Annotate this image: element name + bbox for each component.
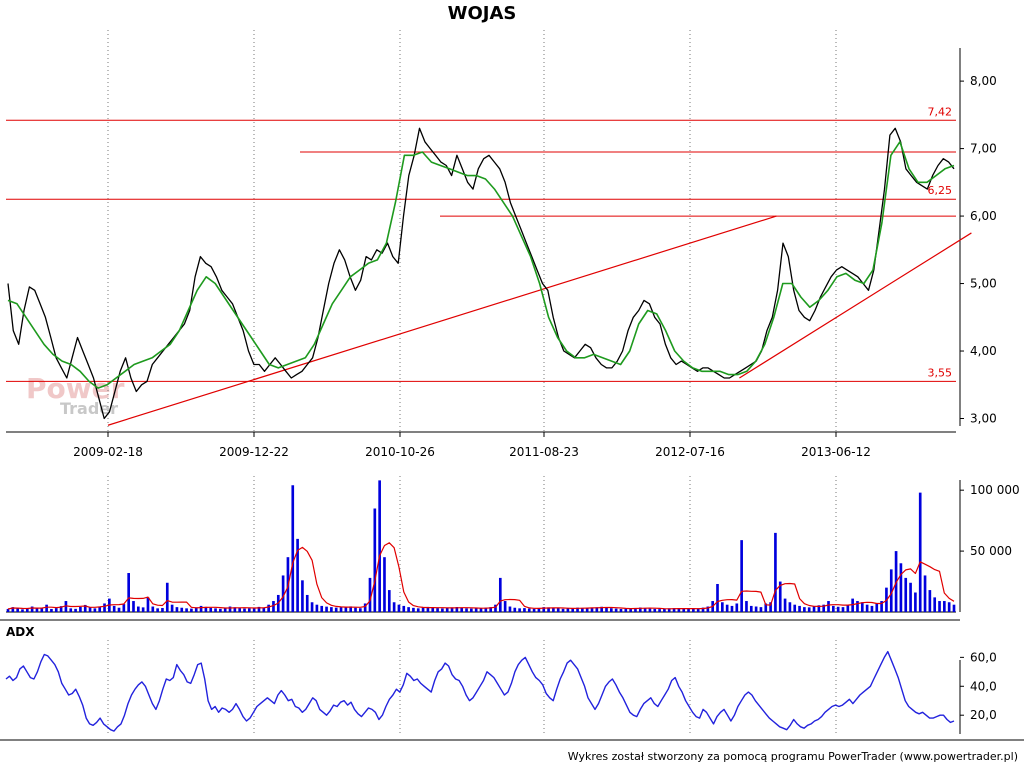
price-y-tick-label: 6,00 <box>970 209 997 223</box>
price-y-tick-label: 5,00 <box>970 277 997 291</box>
price-x-tick-label: 2011-08-23 <box>509 445 579 459</box>
price-x-tick-label: 2012-07-16 <box>655 445 725 459</box>
price-x-tick-label: 2010-10-26 <box>365 445 435 459</box>
price-y-tick-label: 7,00 <box>970 142 997 156</box>
level-label: 7,42 <box>928 105 953 118</box>
adx-y-tick-label: 40,0 <box>970 679 997 693</box>
price-panel: 3,00 4,00 5,00 6,00 7,00 8,00 2009-02-18 2009-1… <box>6 30 997 459</box>
volume-y-tick-label: 100 000 <box>970 483 1020 497</box>
trendline <box>739 232 972 379</box>
watermark-word2: Trader <box>60 399 118 418</box>
adx-title: ADX <box>6 625 35 639</box>
adx-line <box>5 650 955 732</box>
price-x-tick-label: 2009-12-22 <box>219 445 289 459</box>
level-label: 3,55 <box>928 366 953 379</box>
volume-average-line <box>7 542 955 610</box>
volume-panel: 50 000 100 000 <box>6 476 1020 613</box>
price-x-tick-label: 2013-06-12 <box>801 445 871 459</box>
watermark-word1: Power <box>26 372 125 405</box>
price-average-line <box>7 141 955 389</box>
price-y-tick-label: 3,00 <box>970 412 997 426</box>
watermark: Power Trader <box>26 372 125 418</box>
adx-y-tick-label: 60,0 <box>970 650 997 664</box>
price-y-tick-label: 8,00 <box>970 74 997 88</box>
price-y-tick-label: 4,00 <box>970 344 997 358</box>
adx-y-tick-label: 20,0 <box>970 708 997 722</box>
price-x-tick-label: 2009-02-18 <box>73 445 143 459</box>
level-label: 6,25 <box>928 184 953 197</box>
adx-panel: ADX 20,0 40,0 60,0 <box>0 619 997 736</box>
chart-title: WOJAS <box>448 3 517 24</box>
volume-y-tick-label: 50 000 <box>970 544 1012 558</box>
footer-credit: Wykres został stworzony za pomocą progra… <box>568 750 1018 763</box>
trendline <box>107 215 777 426</box>
